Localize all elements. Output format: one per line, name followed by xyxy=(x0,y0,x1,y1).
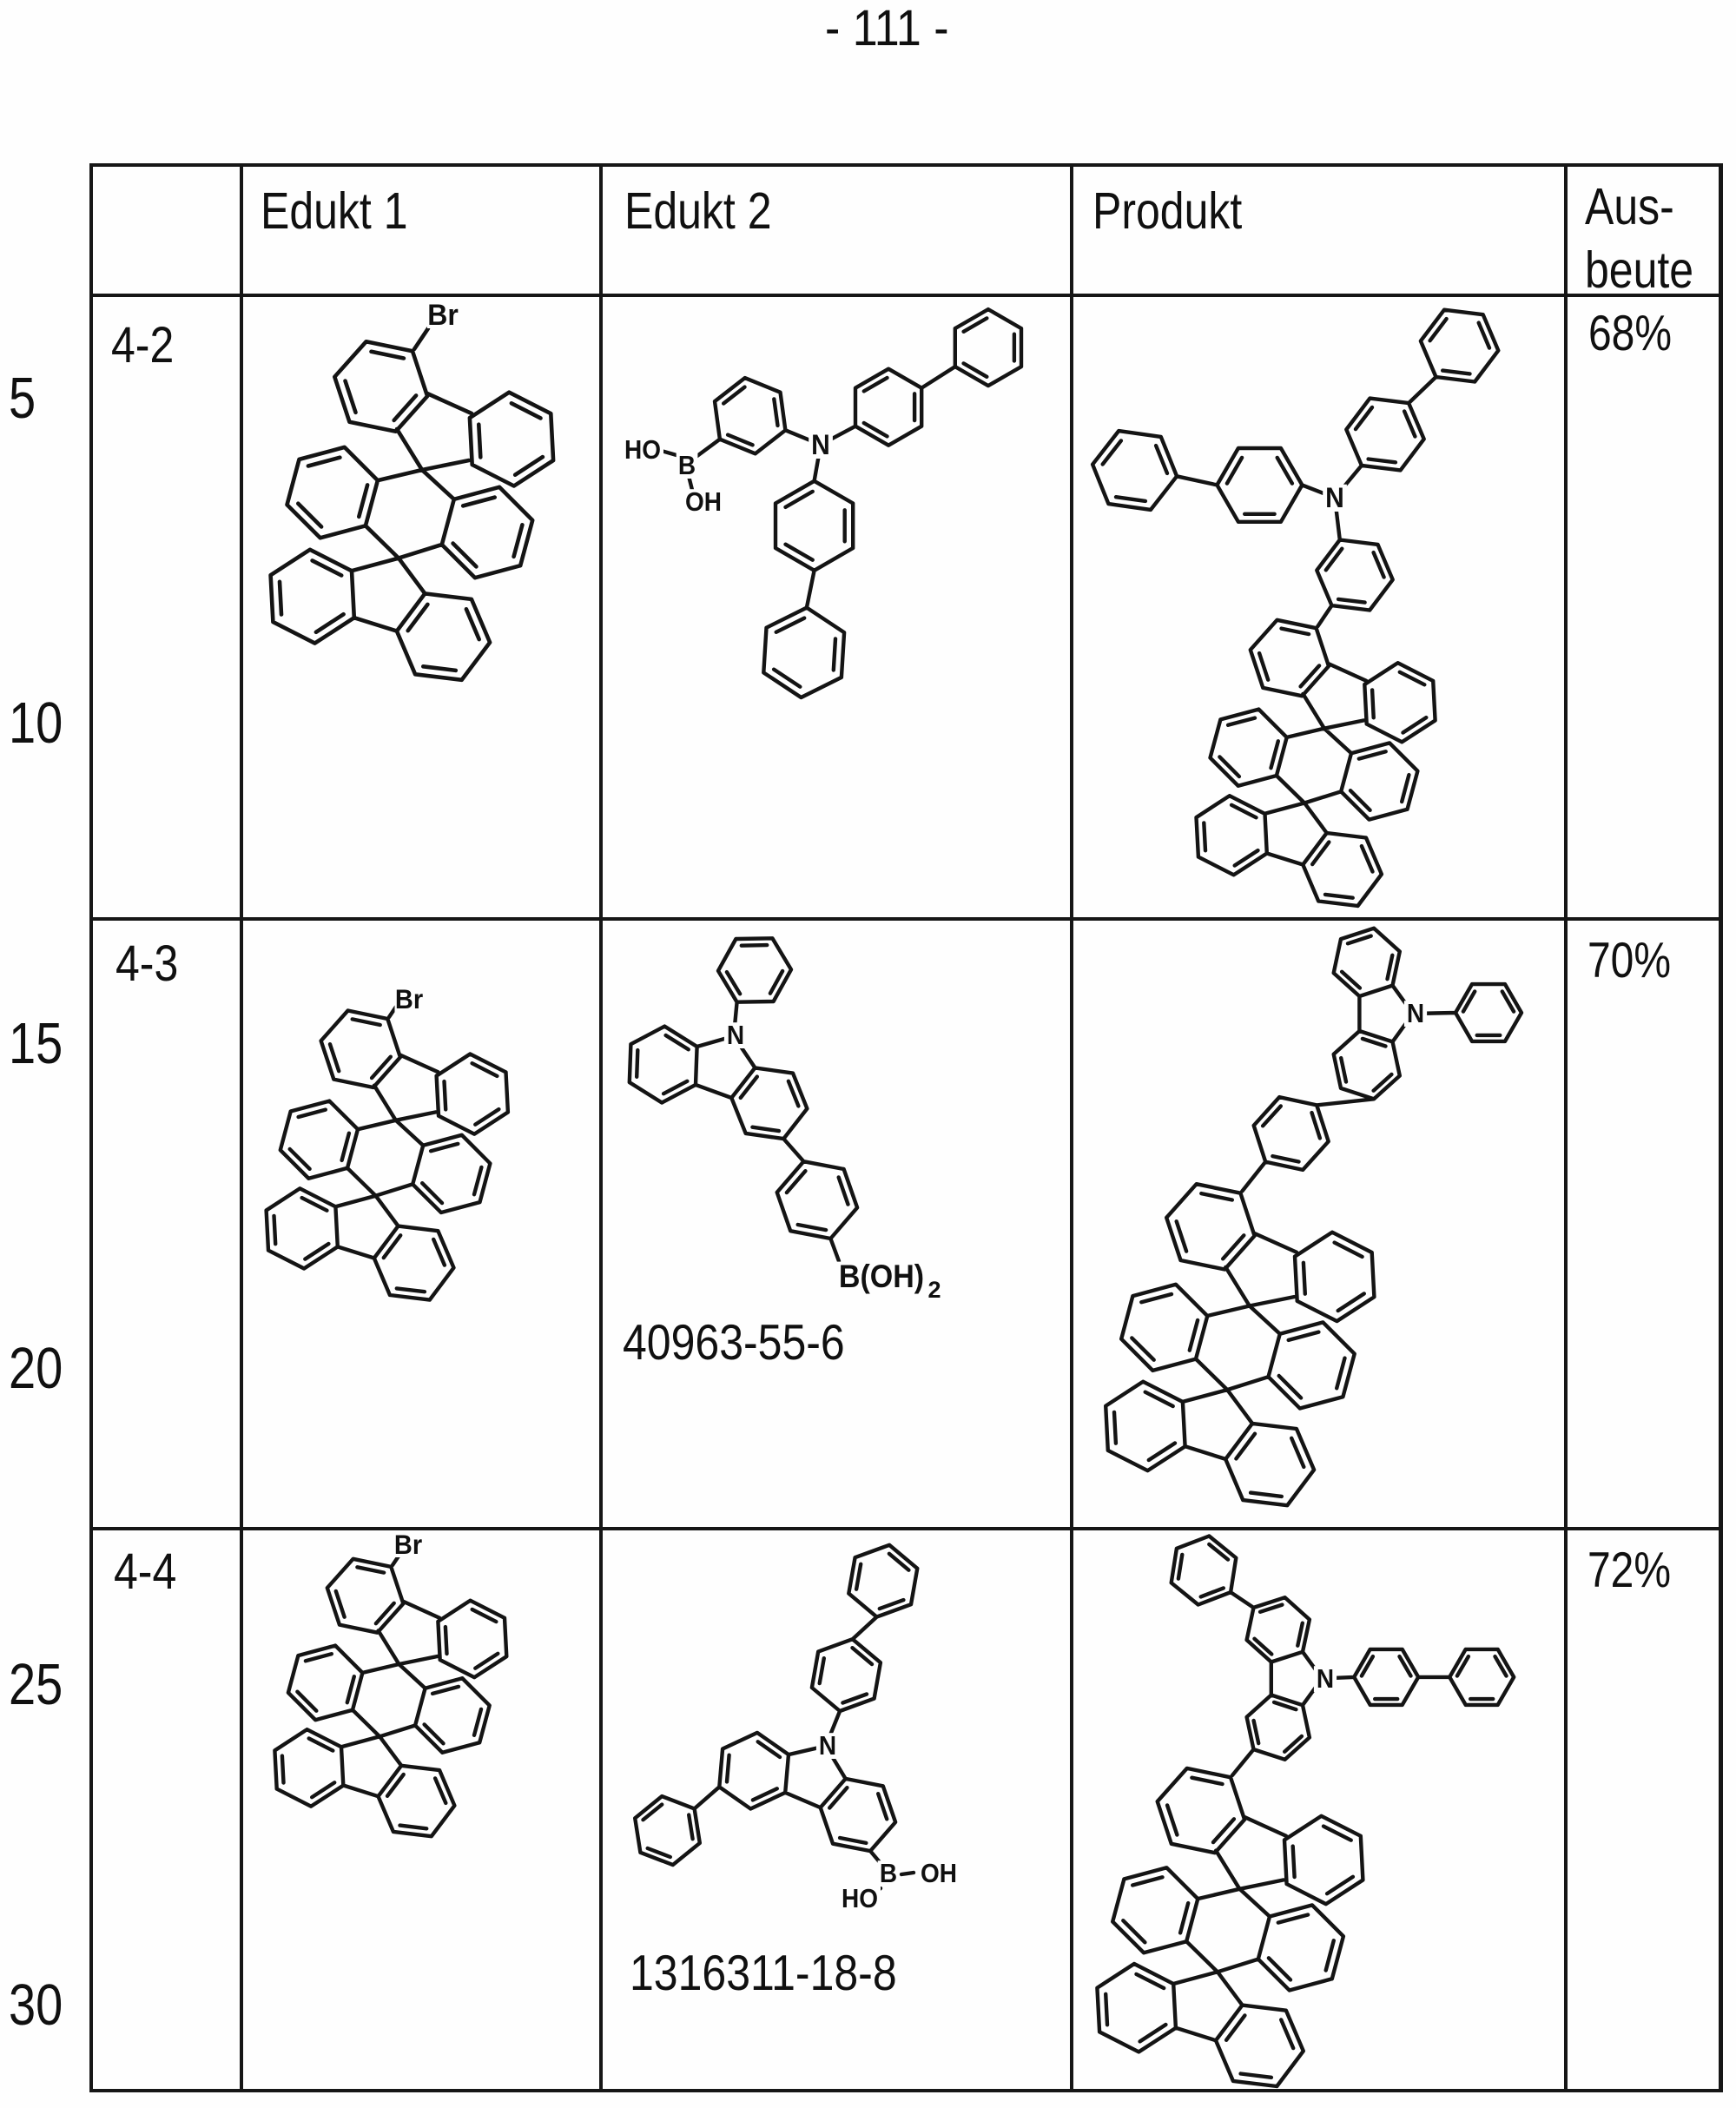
svg-text:Aus-: Aus- xyxy=(1585,177,1674,235)
svg-text:Br: Br xyxy=(427,299,459,332)
svg-text:N: N xyxy=(1325,482,1344,513)
svg-text:Edukt 1: Edukt 1 xyxy=(261,182,408,240)
svg-text:B(OH): B(OH) xyxy=(839,1259,924,1294)
svg-text:- 111 -: - 111 - xyxy=(825,0,949,56)
svg-text:2: 2 xyxy=(927,1277,941,1303)
svg-text:N: N xyxy=(727,1021,744,1050)
svg-text:HO: HO xyxy=(624,436,661,465)
svg-text:N: N xyxy=(1317,1665,1334,1694)
svg-text:B: B xyxy=(678,452,696,480)
svg-text:OH: OH xyxy=(921,1860,957,1888)
svg-text:1316311-18-8: 1316311-18-8 xyxy=(630,1946,897,2001)
svg-text:40963-55-6: 40963-55-6 xyxy=(623,1315,845,1371)
svg-text:4-3: 4-3 xyxy=(116,935,178,992)
svg-text:68%: 68% xyxy=(1588,306,1672,361)
svg-text:B: B xyxy=(880,1860,897,1888)
svg-text:70%: 70% xyxy=(1587,933,1671,988)
svg-text:Edukt 2: Edukt 2 xyxy=(624,182,772,240)
svg-text:4-2: 4-2 xyxy=(111,316,174,373)
svg-text:Br: Br xyxy=(394,1530,422,1560)
svg-text:OH: OH xyxy=(685,488,722,517)
svg-text:HO: HO xyxy=(842,1885,878,1913)
svg-text:N: N xyxy=(1407,1000,1424,1028)
svg-text:10: 10 xyxy=(9,691,63,756)
svg-text:N: N xyxy=(811,429,830,460)
svg-text:30: 30 xyxy=(9,1973,63,2038)
svg-text:15: 15 xyxy=(9,1011,63,1076)
svg-text:Produkt: Produkt xyxy=(1092,182,1242,240)
svg-text:N: N xyxy=(819,1732,836,1761)
svg-text:20: 20 xyxy=(9,1336,63,1401)
svg-text:25: 25 xyxy=(9,1652,63,1717)
svg-text:5: 5 xyxy=(9,366,36,431)
svg-text:4-4: 4-4 xyxy=(114,1543,176,1600)
svg-text:beute: beute xyxy=(1585,241,1693,299)
svg-text:72%: 72% xyxy=(1587,1543,1671,1598)
svg-text:Br: Br xyxy=(395,985,423,1014)
